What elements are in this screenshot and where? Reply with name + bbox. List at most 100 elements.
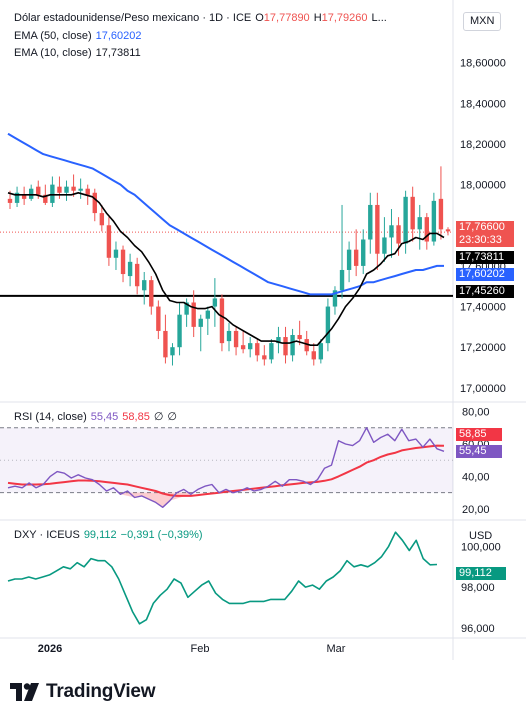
candle-body bbox=[361, 239, 366, 266]
price-tick-label: 18,60000 bbox=[460, 58, 506, 70]
candle-body bbox=[21, 194, 27, 199]
candle-body bbox=[85, 188, 90, 195]
rsi-legend[interactable]: RSI (14, close) 55,45 58,85 ∅ ∅ bbox=[14, 410, 181, 424]
candle-body bbox=[375, 204, 380, 254]
rsi-band-fill bbox=[0, 427, 453, 493]
ema10-legend[interactable]: EMA (10, close) 17,73811 bbox=[14, 46, 145, 60]
rsi-label: RSI (14, close) bbox=[14, 411, 87, 423]
candle-body bbox=[14, 192, 20, 203]
candle-body bbox=[290, 335, 295, 356]
candle-body bbox=[304, 339, 309, 352]
candle-body bbox=[106, 225, 112, 258]
low-label: L... bbox=[371, 12, 387, 24]
high-label: H bbox=[313, 12, 322, 24]
candle-body bbox=[219, 298, 225, 344]
candle-body bbox=[438, 198, 444, 230]
candle-body bbox=[149, 280, 154, 307]
usd-label: USD bbox=[469, 530, 493, 542]
rsi-line bbox=[7, 427, 445, 508]
candle-body bbox=[318, 343, 324, 360]
candle-body bbox=[389, 225, 394, 238]
tradingview-icon bbox=[10, 683, 39, 701]
candle-body bbox=[297, 335, 302, 340]
rsi-tick-label: 80,00 bbox=[462, 406, 490, 418]
dxy-value: 99,112 bbox=[83, 529, 117, 541]
open-label: O bbox=[255, 12, 264, 24]
candle-body bbox=[7, 198, 13, 203]
candle-body bbox=[417, 217, 422, 230]
ema50-legend[interactable]: EMA (50, close) 17,60202 bbox=[14, 29, 146, 43]
candle-body bbox=[78, 188, 83, 191]
candle-body bbox=[233, 330, 239, 348]
candle-body bbox=[163, 330, 168, 358]
ema10-label: EMA (10, close) bbox=[14, 47, 92, 59]
candle-body bbox=[71, 186, 76, 191]
time-tick-label: Feb bbox=[191, 643, 210, 655]
currency-button[interactable]: MXN bbox=[463, 12, 502, 31]
price-tick-label: 17,00000 bbox=[460, 383, 506, 395]
open-value: 17,77890 bbox=[263, 12, 310, 24]
candle-body bbox=[92, 192, 97, 214]
candle-body bbox=[43, 194, 48, 203]
time-tick-label: Mar bbox=[327, 643, 346, 655]
candle-body bbox=[177, 314, 182, 348]
ema50-tag: 17,60202 bbox=[456, 268, 514, 281]
rsi-value: 55,45 bbox=[90, 411, 119, 423]
dxy-legend[interactable]: DXY · ICEUS 99,112 −0,391 (−0,39%) bbox=[14, 528, 207, 542]
candle-body bbox=[403, 196, 408, 244]
candle-body bbox=[212, 298, 218, 307]
dxy-tick-label: 96,000 bbox=[461, 623, 495, 635]
price-tick-label: 17,20000 bbox=[460, 342, 506, 354]
candle-body bbox=[184, 302, 189, 315]
hline-tag: 17,45260 bbox=[456, 285, 514, 298]
ema10-value: 17,73811 bbox=[95, 47, 141, 59]
candle-body bbox=[240, 345, 246, 350]
candle-body bbox=[283, 337, 288, 356]
candle-body bbox=[353, 249, 359, 266]
candle-body bbox=[120, 249, 126, 275]
rsi-empty-2: ∅ bbox=[167, 411, 177, 423]
candle-body bbox=[226, 330, 232, 342]
candle-body bbox=[127, 261, 133, 277]
candle-body bbox=[255, 343, 260, 356]
rsi-ma-line bbox=[7, 444, 445, 497]
candle-body bbox=[248, 343, 253, 350]
candle-body bbox=[276, 337, 281, 344]
price-tick-label: 18,40000 bbox=[460, 98, 506, 110]
symbol-legend: Dólar estadounidense/Peso mexicano · 1D … bbox=[14, 11, 391, 25]
candle-body bbox=[198, 318, 203, 327]
candle-body bbox=[57, 186, 62, 193]
dxy-tick-label: 98,000 bbox=[461, 582, 495, 594]
rsi-ma-tag: 58,85 bbox=[456, 428, 502, 441]
dxy-label: DXY · ICEUS bbox=[14, 529, 80, 541]
time-tick-label: 2026 bbox=[38, 643, 62, 655]
high-value: 17,79260 bbox=[321, 12, 368, 24]
candle-body bbox=[29, 188, 34, 199]
tradingview-logo[interactable]: TradingView bbox=[10, 681, 156, 703]
candle-body bbox=[64, 186, 69, 193]
candle-body bbox=[396, 225, 401, 244]
ema50-line bbox=[7, 132, 444, 296]
candle-body bbox=[205, 310, 210, 319]
candle-body bbox=[445, 229, 451, 232]
dxy-tick-label: 100,000 bbox=[461, 541, 501, 553]
candle-body bbox=[170, 347, 175, 356]
candle-body bbox=[332, 290, 338, 307]
candle-body bbox=[262, 355, 267, 360]
countdown-tag: 23:30:33 bbox=[456, 234, 514, 247]
candle-body bbox=[142, 280, 147, 291]
symbol-title[interactable]: Dólar estadounidense/Peso mexicano · 1D … bbox=[14, 12, 252, 24]
ema50-value: 17,60202 bbox=[95, 30, 142, 42]
rsi-ma-value: 58,85 bbox=[122, 411, 150, 423]
candle-body bbox=[134, 263, 140, 287]
rsi-tick-label: 40,00 bbox=[462, 471, 490, 483]
rsi-empty-1: ∅ bbox=[153, 411, 164, 423]
candle-body bbox=[50, 184, 55, 203]
rsi-tag: 55,45 bbox=[456, 445, 502, 458]
brand-name: TradingView bbox=[46, 681, 156, 702]
ema10-tag: 17,73811 bbox=[456, 251, 514, 264]
candle-body bbox=[156, 306, 161, 331]
candle-body bbox=[410, 196, 415, 230]
